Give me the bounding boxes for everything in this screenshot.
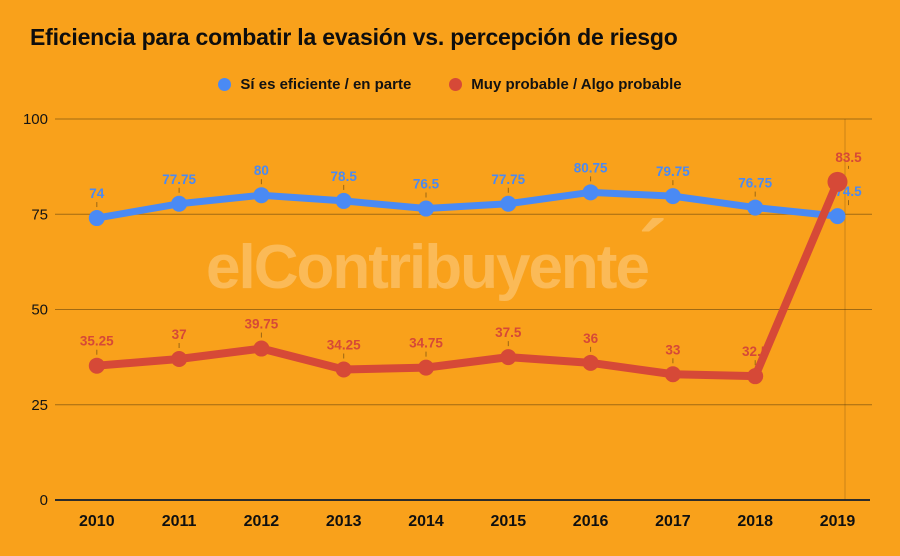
data-point — [253, 187, 270, 204]
data-point — [171, 351, 188, 368]
data-label: 34.25 — [327, 338, 361, 353]
data-label: 78.5 — [331, 169, 358, 184]
x-tick-label: 2019 — [820, 513, 856, 530]
x-tick-label: 2013 — [326, 513, 362, 530]
data-point — [500, 349, 517, 366]
data-point — [418, 359, 434, 376]
data-point — [747, 368, 764, 385]
data-point — [827, 171, 848, 192]
series-line-blue — [93, 188, 841, 222]
data-label: 83.5 — [835, 150, 862, 165]
data-point — [747, 199, 764, 216]
data-label: 74 — [89, 186, 105, 201]
y-tick-label: 100 — [23, 111, 48, 128]
data-point — [582, 354, 599, 371]
data-label: 80.75 — [574, 160, 608, 175]
data-label: 37 — [172, 327, 187, 342]
data-label: 77.75 — [162, 172, 196, 187]
y-tick-label: 75 — [31, 206, 48, 223]
x-tick-label: 2017 — [655, 513, 691, 530]
legend-dot-red-icon — [449, 78, 463, 91]
data-label: 33 — [665, 342, 681, 357]
data-point — [88, 210, 105, 227]
data-label: 37.5 — [495, 325, 522, 340]
y-tick-label: 25 — [31, 397, 48, 414]
data-label: 35.25 — [80, 334, 114, 349]
data-point — [171, 195, 188, 212]
y-tick-label: 0 — [40, 492, 48, 509]
x-tick-label: 2011 — [162, 513, 197, 530]
data-point — [418, 200, 434, 217]
data-point — [582, 184, 599, 201]
legend-label-blue: Sí es eficiente / en parte — [240, 76, 412, 93]
data-label: 34.75 — [409, 336, 443, 351]
x-tick-label: 2012 — [244, 513, 280, 530]
data-label: 76.75 — [738, 176, 772, 191]
legend-item-red: Muy probable / Algo probable — [449, 76, 682, 93]
x-tick-label: 2016 — [573, 513, 609, 530]
data-point — [664, 366, 681, 383]
data-point — [335, 361, 352, 378]
data-label: 79.75 — [656, 164, 690, 179]
legend-item-blue: Sí es eficiente / en parte — [218, 76, 411, 93]
watermark-text: elContribuyente — [206, 233, 650, 302]
data-point — [500, 195, 517, 212]
watermark-accent-mark: ´ — [638, 205, 667, 302]
data-point — [664, 188, 681, 205]
x-tick-label: 2018 — [737, 513, 773, 530]
x-tick-label: 2015 — [491, 513, 527, 530]
data-point — [829, 208, 846, 225]
data-label: 80 — [254, 163, 269, 178]
data-label: 36 — [583, 331, 599, 346]
x-tick-label: 2010 — [79, 513, 115, 530]
data-point — [335, 192, 352, 209]
legend: Sí es eficiente / en parte Muy probable … — [0, 76, 900, 93]
data-label: 39.75 — [245, 317, 279, 332]
data-label: 32.5 — [742, 344, 769, 359]
data-point — [253, 340, 270, 357]
watermark-logo: elContribuyente ´ — [206, 205, 667, 303]
x-tick-label: 2014 — [408, 513, 444, 530]
chart-title: Eficiencia para combatir la evasión vs. … — [30, 24, 678, 50]
y-tick-label: 50 — [31, 302, 48, 319]
legend-dot-blue-icon — [218, 78, 232, 91]
data-label: 77.75 — [491, 172, 525, 187]
series-line-red — [92, 177, 842, 381]
legend-label-red: Muy probable / Algo probable — [471, 76, 682, 93]
data-point — [88, 357, 105, 374]
data-label: 76.5 — [413, 177, 440, 192]
